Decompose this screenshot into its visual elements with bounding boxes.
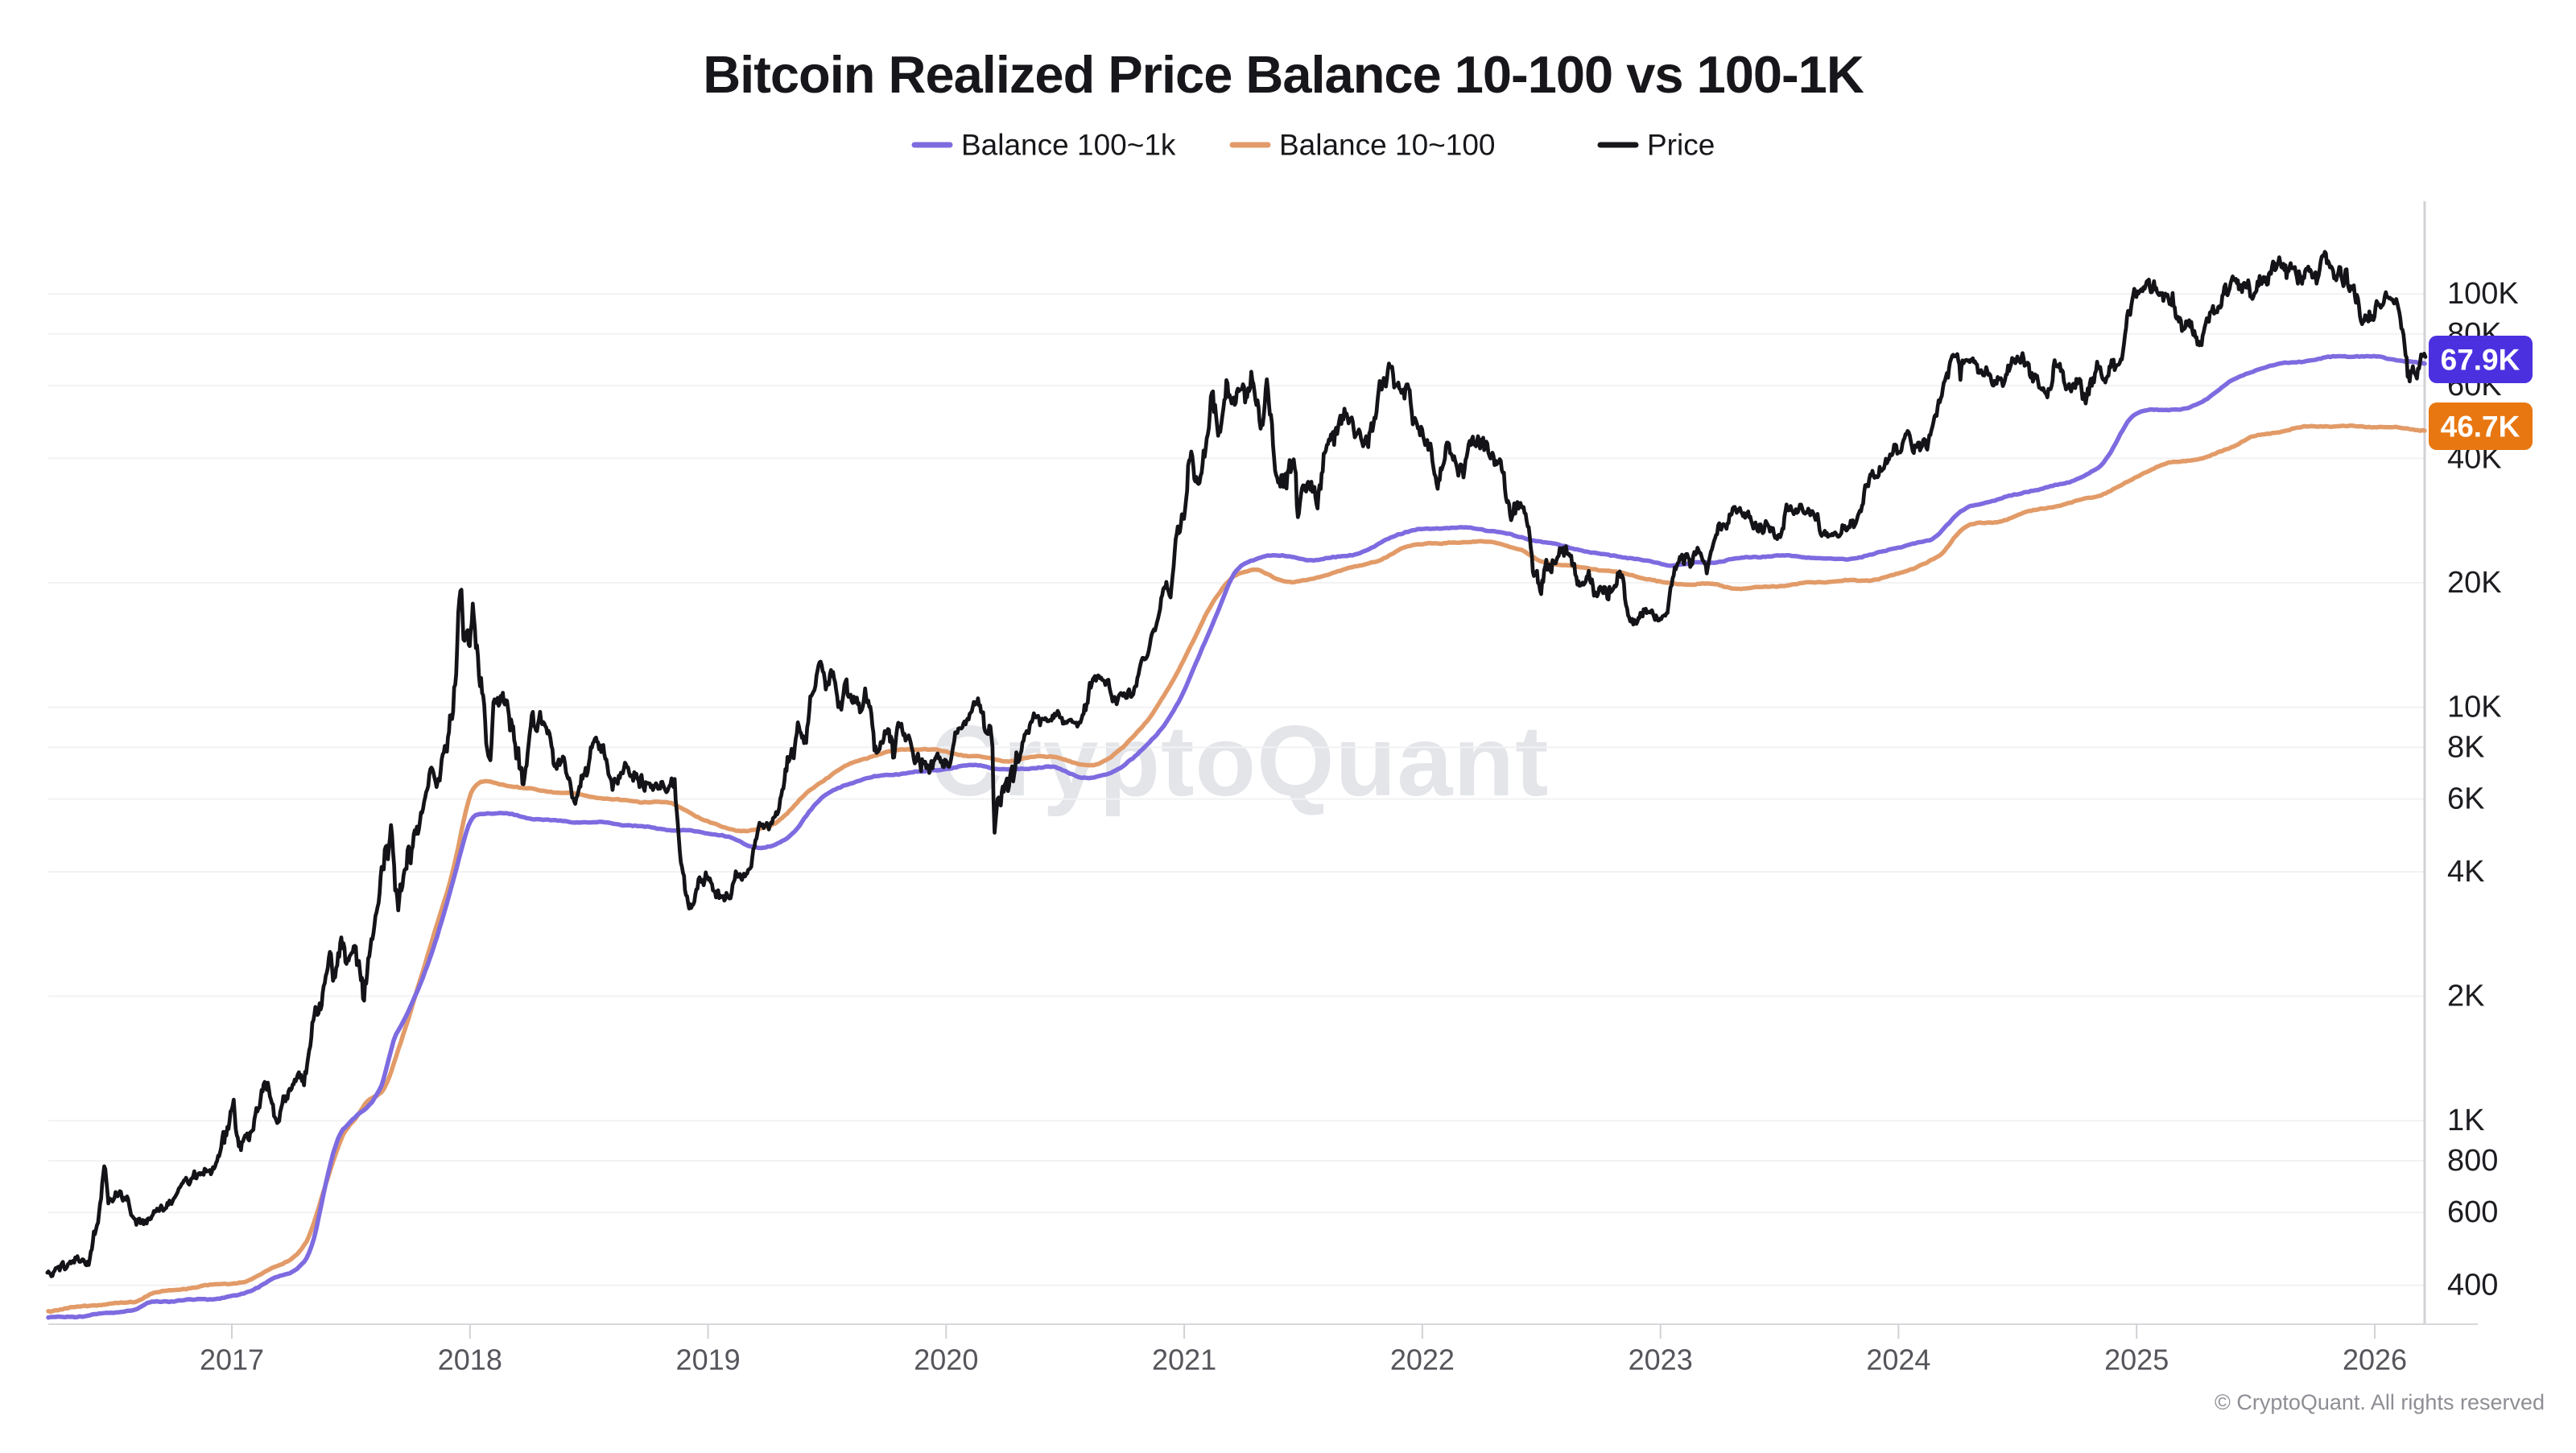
svg-text:1K: 1K xyxy=(2447,1104,2484,1137)
svg-text:2022: 2022 xyxy=(1390,1344,1455,1377)
svg-text:8K: 8K xyxy=(2447,730,2484,764)
svg-text:Balance 10~100: Balance 10~100 xyxy=(1279,129,1496,162)
svg-text:Price: Price xyxy=(1647,129,1715,162)
svg-text:CryptoQuant: CryptoQuant xyxy=(931,706,1550,817)
svg-text:2019: 2019 xyxy=(676,1344,741,1377)
svg-text:2020: 2020 xyxy=(914,1344,978,1377)
svg-text:2023: 2023 xyxy=(1629,1344,1693,1377)
svg-text:10K: 10K xyxy=(2447,691,2502,724)
svg-text:800: 800 xyxy=(2447,1144,2498,1178)
svg-text:2026: 2026 xyxy=(2343,1344,2407,1377)
svg-text:600: 600 xyxy=(2447,1195,2498,1229)
svg-text:2024: 2024 xyxy=(1866,1344,1930,1377)
svg-text:46.7K: 46.7K xyxy=(2441,411,2520,444)
svg-text:Balance 100~1k: Balance 100~1k xyxy=(961,129,1176,162)
svg-text:2018: 2018 xyxy=(438,1344,502,1377)
svg-text:Bitcoin Realized Price Balance: Bitcoin Realized Price Balance 10-100 vs… xyxy=(703,45,1864,104)
svg-text:4K: 4K xyxy=(2447,855,2484,889)
svg-text:2017: 2017 xyxy=(200,1344,264,1377)
svg-text:400: 400 xyxy=(2447,1269,2498,1302)
svg-text:6K: 6K xyxy=(2447,782,2484,816)
svg-text:2025: 2025 xyxy=(2104,1344,2169,1377)
svg-text:© CryptoQuant. All rights rese: © CryptoQuant. All rights reserved xyxy=(2215,1390,2545,1414)
svg-text:20K: 20K xyxy=(2447,566,2502,600)
svg-text:67.9K: 67.9K xyxy=(2441,344,2520,377)
svg-text:100K: 100K xyxy=(2447,277,2519,311)
svg-text:2021: 2021 xyxy=(1152,1344,1216,1377)
svg-text:2K: 2K xyxy=(2447,980,2484,1013)
